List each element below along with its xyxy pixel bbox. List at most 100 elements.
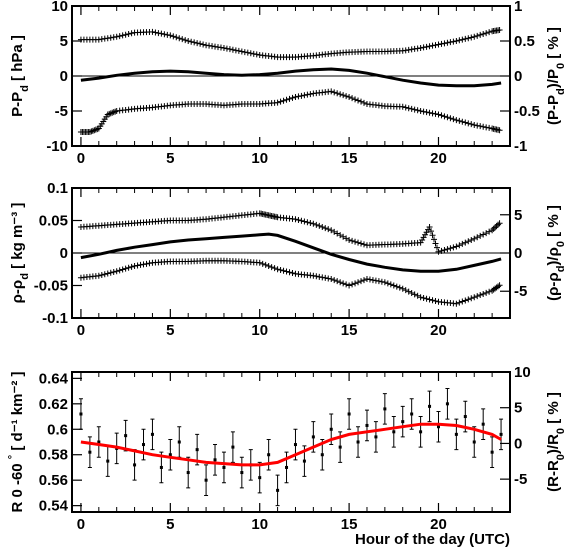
data-point [241, 49, 248, 56]
data-point [146, 260, 153, 267]
right-tick-label: 1 [514, 0, 522, 15]
y-axis-title-deg: ° [7, 455, 19, 459]
data-point [387, 281, 394, 288]
data-point [423, 295, 430, 302]
data-point [453, 38, 460, 44]
data-point [355, 279, 362, 286]
right-axis-title-part2: )/R [545, 434, 562, 454]
right-axis-title-part1: (P-P [545, 95, 562, 125]
data-point [496, 127, 503, 134]
y-tick-label: 0.6 [47, 421, 68, 438]
right-axis-title-sub1: 0 [555, 454, 567, 460]
series-lower [77, 88, 503, 135]
data-point [137, 261, 144, 268]
data-point [106, 110, 113, 117]
data-point [366, 276, 373, 283]
data-point [417, 108, 424, 114]
data-point [320, 453, 324, 457]
data-point [444, 39, 451, 46]
data-point [222, 465, 226, 469]
data-point [477, 232, 484, 239]
y-tick-label: 0.64 [39, 370, 69, 387]
data-point [420, 234, 427, 241]
data-point [372, 277, 379, 284]
data-point [122, 31, 129, 38]
data-point [277, 98, 284, 105]
data-point [396, 284, 403, 291]
right-axis-title-part2: )/P [545, 69, 562, 88]
data-point [134, 262, 141, 269]
data-point [436, 425, 440, 429]
data-point [256, 259, 263, 266]
data-point [496, 27, 503, 34]
y-axis-title-main: P-P [9, 92, 26, 117]
right-axis-title-part1: (ρ-ρ [545, 272, 562, 301]
data-point [483, 289, 490, 296]
data-point [410, 412, 414, 416]
data-point [445, 402, 449, 406]
data-point [432, 42, 439, 49]
y-tick-label: 5 [60, 33, 68, 50]
fit-curve [80, 422, 502, 467]
data-point [465, 35, 472, 42]
data-point [438, 112, 445, 119]
data-point [456, 117, 463, 124]
data-point [97, 440, 101, 444]
data-point [188, 38, 195, 45]
data-point [471, 122, 478, 128]
y-tick-label: 10 [51, 0, 68, 15]
data-point [346, 237, 353, 243]
right-tick-label: 5 [514, 400, 522, 417]
data-point [313, 273, 320, 280]
data-point [289, 94, 296, 101]
data-point [438, 40, 445, 47]
data-point [459, 298, 466, 305]
data-point [298, 217, 305, 224]
data-point [101, 271, 108, 278]
data-point [292, 94, 299, 100]
data-point [361, 241, 367, 248]
data-point [486, 124, 493, 131]
data-point [274, 99, 281, 106]
right-axis-title: (ρ-ρd)/ρ0 [ % ] [545, 205, 567, 301]
data-point [89, 127, 96, 134]
data-point [471, 235, 478, 242]
right-tick-label: 5 [514, 207, 522, 224]
right-tick-label: -0.5 [514, 103, 540, 120]
right-axis-title-sub2: 0 [555, 428, 567, 434]
right-axis-title-sub2: 0 [555, 241, 567, 247]
data-point [417, 45, 424, 51]
data-point [95, 272, 102, 279]
data-point [186, 471, 190, 475]
data-point [352, 280, 359, 287]
data-point [481, 422, 485, 426]
data-point [454, 432, 458, 436]
data-point [98, 271, 105, 278]
x-tick-label: 0 [77, 516, 85, 533]
data-point [182, 37, 189, 44]
data-point [112, 108, 119, 115]
data-point [253, 51, 260, 58]
data-point [393, 283, 400, 290]
data-point [204, 478, 208, 482]
data-point [340, 280, 347, 287]
x-axis-title: Hour of the day (UTC) [355, 531, 510, 548]
data-point [295, 93, 302, 100]
y-tick-label: 0.1 [47, 180, 68, 197]
series-mean-line [80, 67, 502, 88]
y-axis-title: R 0 -60 ° [ d⁻¹ km⁻² ] [7, 371, 26, 512]
data-point [337, 91, 344, 98]
data-point [307, 91, 314, 98]
data-point [444, 246, 451, 253]
data-point [381, 279, 388, 286]
data-point [419, 237, 426, 243]
y-axis-title-unit: [ kg m⁻³ ] [9, 203, 26, 273]
data-point [411, 106, 418, 113]
data-point [474, 32, 481, 39]
data-point [197, 40, 204, 47]
data-point [423, 229, 430, 236]
data-point [226, 46, 233, 53]
data-point [441, 113, 448, 120]
data-point [337, 279, 344, 286]
